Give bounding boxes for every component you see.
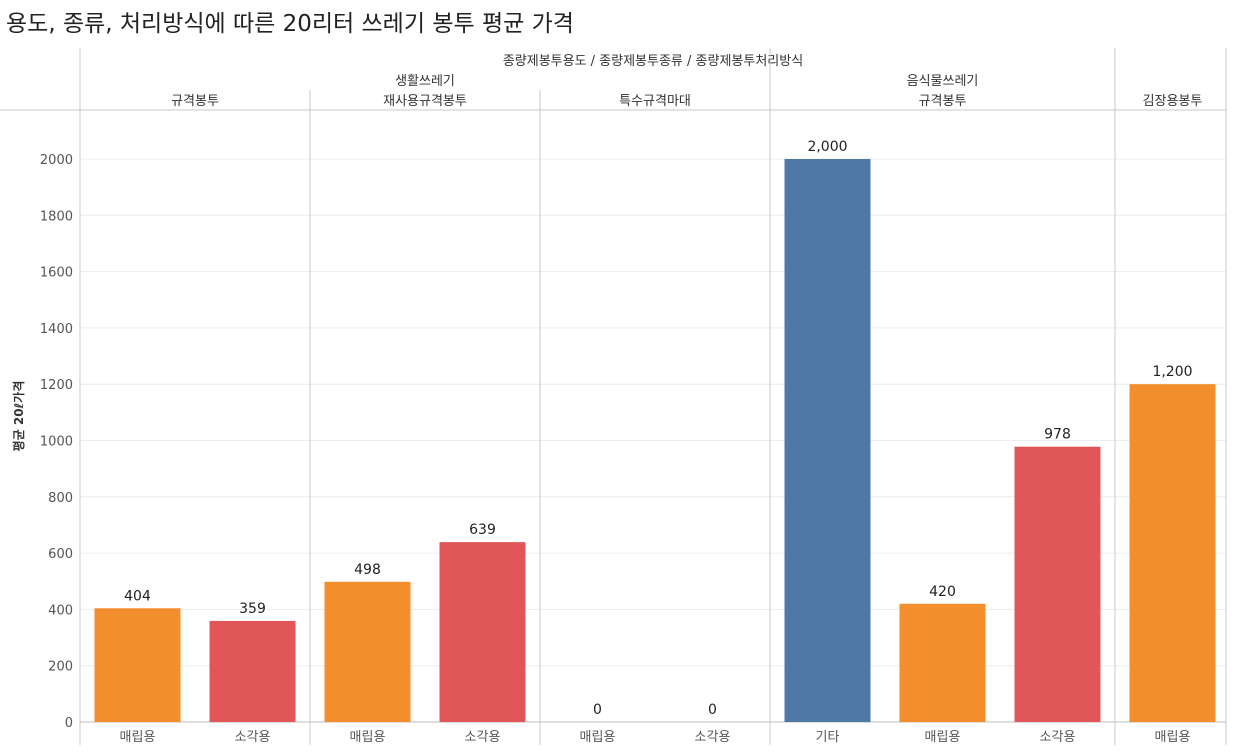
x-tick-label: 소각용 bbox=[1040, 730, 1076, 745]
bar bbox=[899, 603, 986, 722]
data-label: 359 bbox=[239, 601, 266, 617]
data-label: 2,000 bbox=[807, 139, 847, 155]
x-tick-label: 소각용 bbox=[465, 730, 501, 745]
y-axis-label: 평균 20ℓ가격 bbox=[11, 381, 26, 452]
y-tick-label: 200 bbox=[48, 660, 73, 675]
x-tick-label: 매립용 bbox=[120, 730, 156, 745]
subgroup-label: 재사용규격봉투 bbox=[383, 94, 467, 109]
y-tick-label: 1000 bbox=[40, 435, 73, 450]
bar bbox=[324, 581, 411, 722]
x-tick-label: 기타 bbox=[816, 730, 840, 745]
data-label: 978 bbox=[1044, 427, 1071, 443]
data-label: 639 bbox=[469, 522, 496, 538]
x-tick-label: 소각용 bbox=[695, 730, 731, 745]
subgroup-label: 김장용봉투 bbox=[1143, 94, 1203, 109]
y-tick-label: 1200 bbox=[40, 378, 73, 393]
x-tick-label: 매립용 bbox=[1155, 730, 1191, 745]
y-tick-label: 2000 bbox=[40, 153, 73, 168]
y-tick-label: 0 bbox=[65, 716, 73, 731]
bar bbox=[784, 159, 871, 722]
bar bbox=[1014, 446, 1101, 722]
bar bbox=[94, 608, 181, 722]
y-tick-label: 1600 bbox=[40, 266, 73, 281]
data-label: 1,200 bbox=[1152, 364, 1192, 380]
data-label: 0 bbox=[708, 702, 717, 718]
data-label: 404 bbox=[124, 588, 151, 604]
y-tick-label: 800 bbox=[48, 491, 73, 506]
y-tick-label: 1400 bbox=[40, 322, 73, 337]
data-label: 498 bbox=[354, 562, 381, 578]
subgroup-label: 규격봉투 bbox=[171, 94, 219, 109]
column-header: 종량제봉투용도 / 종량제봉투종류 / 종량제봉투처리방식 bbox=[503, 54, 803, 69]
y-tick-label: 400 bbox=[48, 603, 73, 618]
bar bbox=[439, 542, 526, 722]
x-tick-label: 매립용 bbox=[925, 730, 961, 745]
group-label: 생활쓰레기 bbox=[395, 74, 455, 89]
x-tick-label: 소각용 bbox=[235, 730, 271, 745]
subgroup-label: 규격봉투 bbox=[919, 94, 967, 109]
x-tick-label: 매립용 bbox=[580, 730, 616, 745]
x-tick-label: 매립용 bbox=[350, 730, 386, 745]
y-tick-label: 1800 bbox=[40, 209, 73, 224]
data-label: 420 bbox=[929, 584, 956, 600]
bar bbox=[1129, 384, 1216, 722]
chart-title: 용도, 종류, 처리방식에 따른 20리터 쓰레기 봉투 평균 가격 bbox=[6, 11, 574, 37]
bar bbox=[209, 620, 296, 722]
y-tick-label: 600 bbox=[48, 547, 73, 562]
group-label: 음식물쓰레기 bbox=[907, 74, 979, 89]
data-label: 0 bbox=[593, 702, 602, 718]
subgroup-label: 특수규격마대 bbox=[619, 94, 691, 109]
